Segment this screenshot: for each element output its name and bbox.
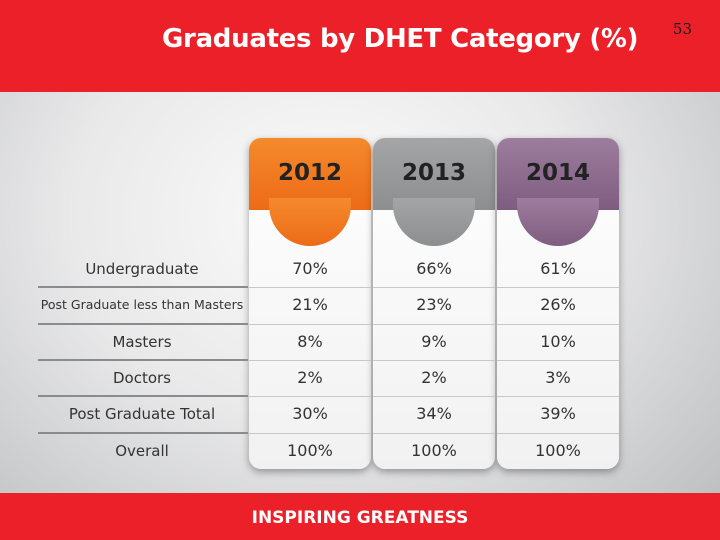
- table-cell: 8%: [297, 332, 323, 351]
- table-cell: 100%: [411, 441, 457, 460]
- table-cell: 70%: [292, 259, 328, 278]
- table-cell: 39%: [540, 404, 576, 423]
- cell-divider: [373, 396, 495, 397]
- table-row: Post Graduate less than Masters 21% 23% …: [38, 287, 618, 323]
- column-tab: [517, 198, 599, 246]
- row-divider: [38, 286, 248, 288]
- cell-divider: [497, 324, 619, 325]
- table-cell: 2%: [297, 368, 323, 387]
- cell-divider: [373, 324, 495, 325]
- table-cell: 9%: [421, 332, 447, 351]
- cell-divider: [249, 360, 371, 361]
- row-divider: [38, 323, 248, 325]
- row-label: Undergraduate: [85, 260, 199, 278]
- row-label: Overall: [115, 442, 169, 460]
- cell-divider: [497, 360, 619, 361]
- cell-divider: [249, 324, 371, 325]
- cell-divider: [249, 287, 371, 288]
- row-label: Masters: [112, 333, 172, 351]
- table-cell: 26%: [540, 295, 576, 314]
- page-title: Graduates by DHET Category (%): [162, 24, 639, 54]
- column-2012: 2012: [249, 138, 371, 469]
- cell-divider: [373, 433, 495, 434]
- row-divider: [38, 359, 248, 361]
- table-cell: 2%: [421, 368, 447, 387]
- table-cell: 34%: [416, 404, 452, 423]
- row-label: Doctors: [112, 369, 171, 387]
- row-label: Post Graduate less than Masters: [40, 297, 244, 312]
- column-year: 2013: [401, 160, 466, 186]
- table-row: Undergraduate 70% 66% 61%: [38, 251, 618, 287]
- column-tab: [393, 198, 475, 246]
- table-row: Overall 100% 100% 100%: [38, 433, 618, 469]
- header-bar: Graduates by DHET Category (%) 53: [0, 0, 720, 92]
- table-cell: 30%: [292, 404, 328, 423]
- column-tab: [269, 198, 351, 246]
- footer-bar: INSPIRING GREATNESS: [0, 493, 720, 540]
- table-cell: 100%: [535, 441, 581, 460]
- cell-divider: [373, 360, 495, 361]
- table-cell: 10%: [540, 332, 576, 351]
- cell-divider: [497, 433, 619, 434]
- cell-divider: [497, 396, 619, 397]
- table-cell: 3%: [545, 368, 571, 387]
- column-year: 2014: [525, 160, 590, 186]
- cell-divider: [249, 396, 371, 397]
- column-2013: 2013: [373, 138, 495, 469]
- table-cell: 66%: [416, 259, 452, 278]
- page-number: 53: [672, 20, 692, 38]
- cell-divider: [497, 287, 619, 288]
- table-cell: 61%: [540, 259, 576, 278]
- table-cell: 23%: [416, 295, 452, 314]
- row-divider: [38, 432, 248, 434]
- table-row: Masters 8% 9% 10%: [38, 324, 618, 360]
- table-row: Doctors 2% 2% 3%: [38, 360, 618, 396]
- table-cell: 100%: [287, 441, 333, 460]
- row-divider: [38, 395, 248, 397]
- cell-divider: [373, 287, 495, 288]
- row-label: Post Graduate Total: [68, 405, 216, 423]
- cell-divider: [249, 433, 371, 434]
- column-2014: 2014: [497, 138, 619, 469]
- table-cell: 21%: [292, 295, 328, 314]
- table-row: Post Graduate Total 30% 34% 39%: [38, 396, 618, 432]
- footer-tagline: INSPIRING GREATNESS: [251, 508, 469, 528]
- column-year: 2012: [277, 160, 342, 186]
